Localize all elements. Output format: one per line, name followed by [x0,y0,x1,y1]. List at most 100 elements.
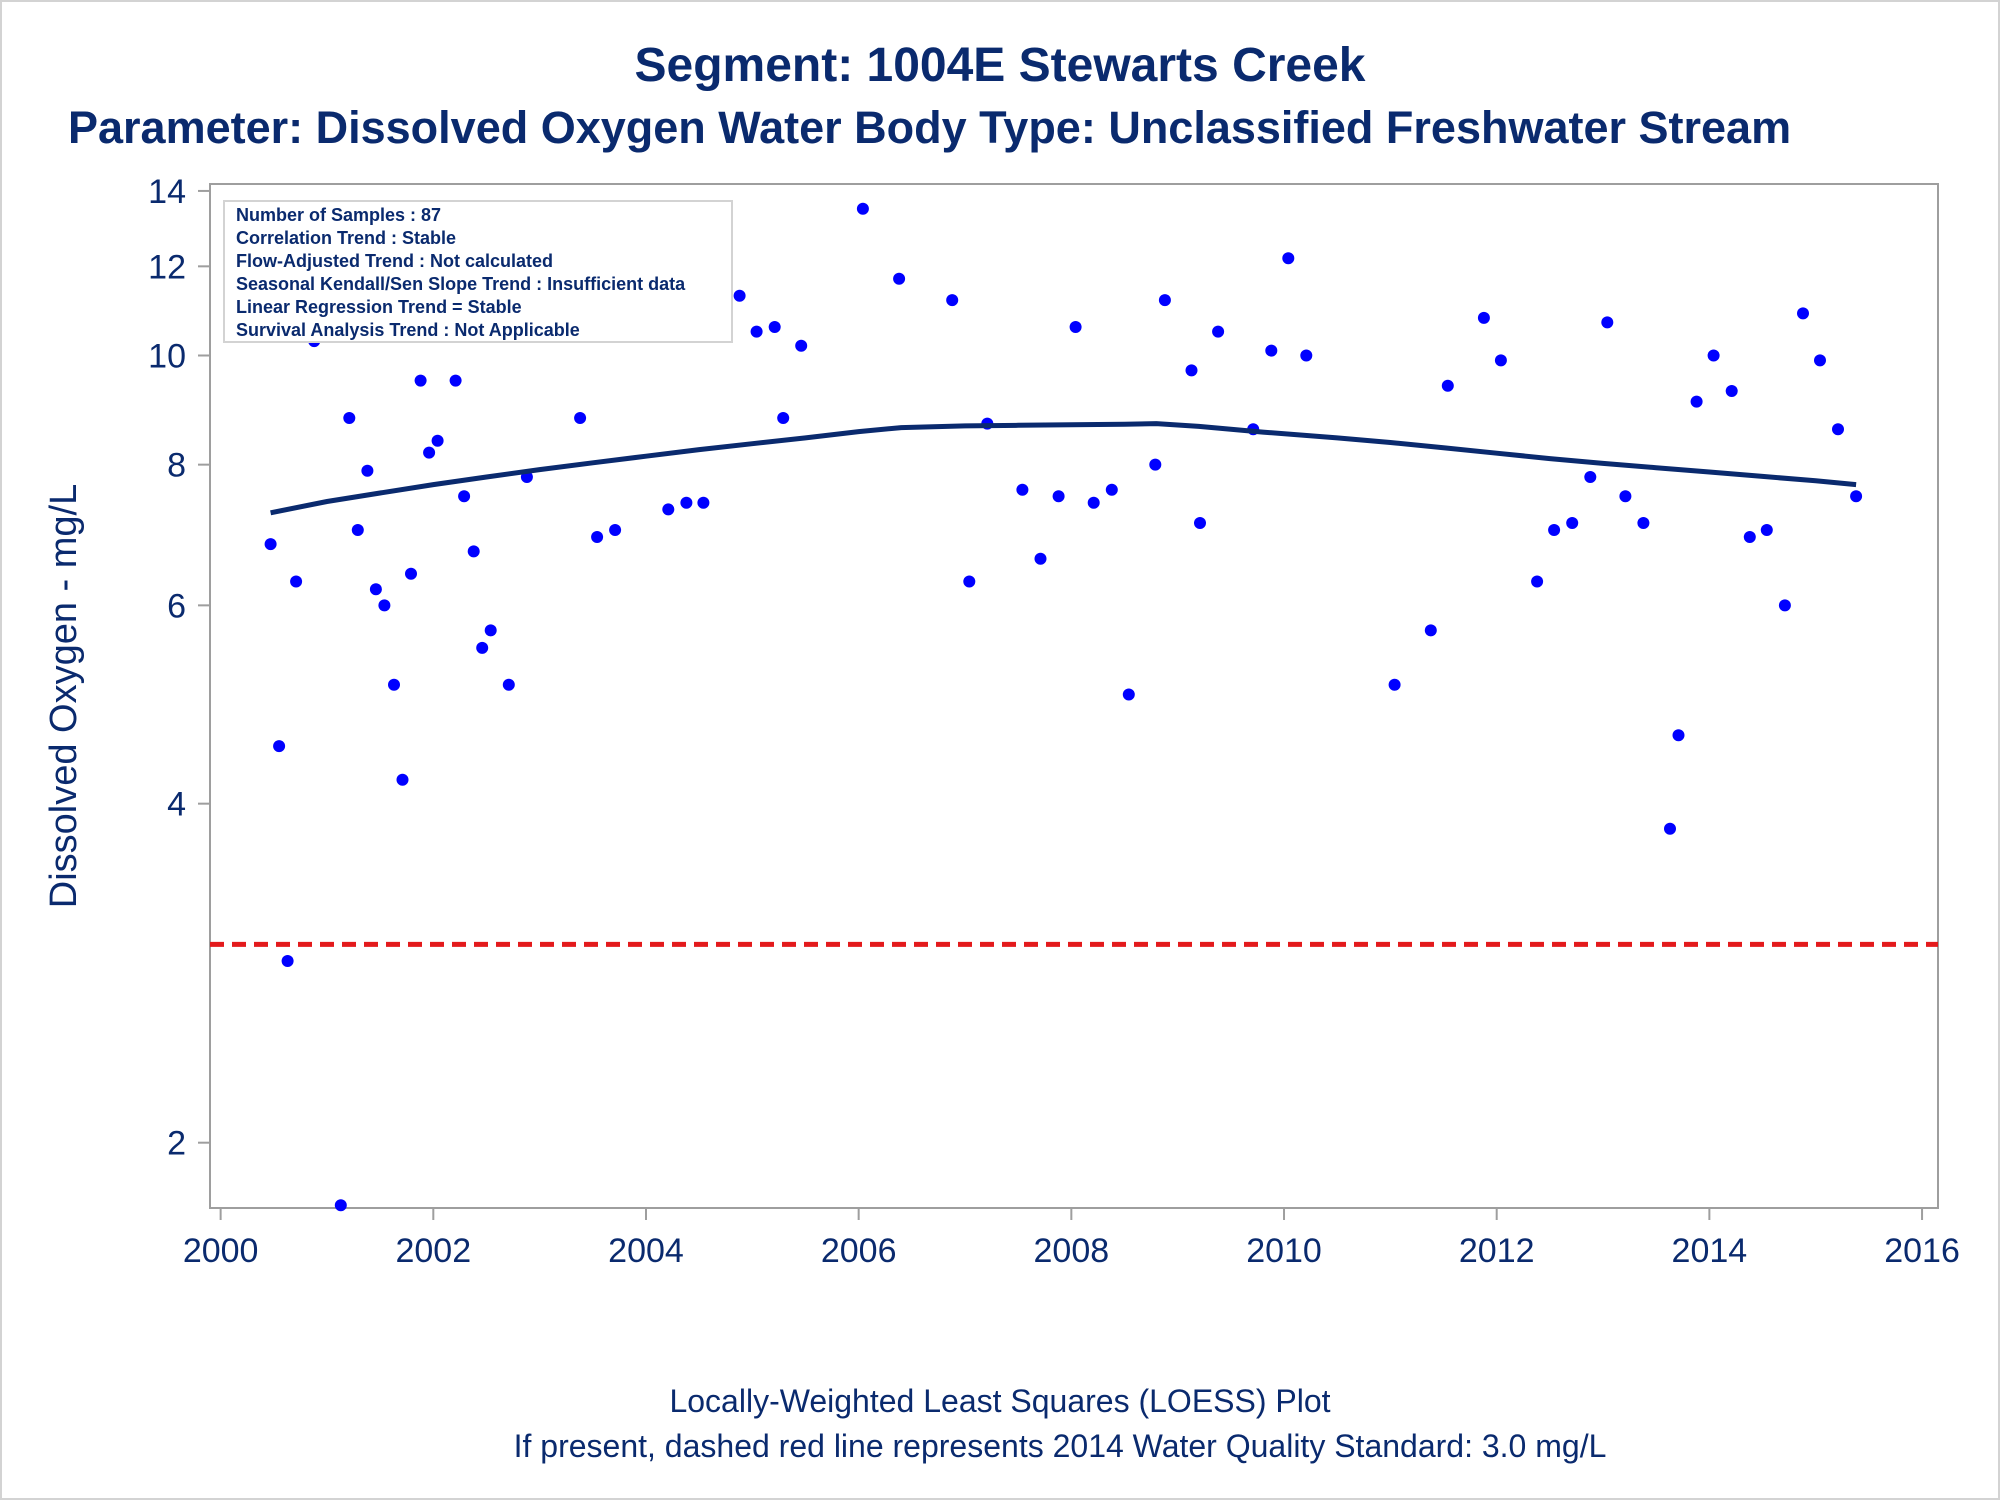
data-point [1016,483,1029,496]
data-point [1743,531,1756,543]
data-point [343,412,356,424]
data-point [414,374,427,387]
data-point [1566,517,1579,529]
y-tick-label: 2 [167,1125,186,1163]
data-point [1087,496,1100,509]
data-point [1637,517,1650,529]
data-point [768,321,781,333]
x-tick-label: 2014 [1672,1232,1748,1270]
data-point [388,678,400,691]
data-point [1194,517,1206,529]
data-point [396,773,409,786]
data-point [458,490,471,503]
data-point [476,641,489,654]
data-point [1531,575,1544,588]
info-flow-adjusted-trend: Flow-Adjusted Trend : Not calculated [236,251,553,271]
data-point [1707,349,1720,362]
data-point [856,202,869,215]
data-point [449,374,462,387]
y-tick-label: 10 [148,338,186,376]
x-tick-label: 2004 [608,1232,684,1270]
data-point [1832,423,1844,436]
info-correlation-trend: Correlation Trend : Stable [236,228,456,248]
data-point [1494,354,1507,367]
data-point [467,545,480,558]
chart-title: Segment: 1004E Stewarts Creek [634,39,1366,92]
info-seasonal-kendall-trend: Seasonal Kendall/Sen Slope Trend : Insuf… [236,274,686,294]
data-point [378,599,391,612]
data-point [484,624,497,637]
y-axis: 2 4 6 8 10 12 14 [148,173,210,1163]
data-point [264,538,277,551]
data-point [777,412,790,424]
chart-subtitle: Parameter: Dissolved Oxygen Water Body T… [68,102,1792,153]
x-tick-label: 2012 [1459,1232,1535,1270]
data-point [1601,316,1614,329]
data-point [1619,490,1632,503]
y-tick-label: 6 [167,587,186,625]
points-layer [264,202,1863,1212]
data-point [1034,552,1047,565]
data-point [1185,364,1198,377]
data-point [733,289,746,302]
data-point [1725,385,1738,397]
data-point [431,434,444,447]
data-point [1797,307,1809,320]
data-point [1548,524,1561,536]
data-point [1672,729,1685,742]
data-point [574,412,587,424]
data-point [1212,325,1225,338]
data-point [361,464,374,477]
data-point [1850,490,1863,503]
data-point [946,294,959,307]
data-point [1069,321,1082,333]
x-tick-label: 2002 [395,1232,471,1270]
data-point [697,496,710,509]
data-point [423,446,436,459]
x-axis: 2000 2002 2004 2006 2008 2010 2012 2014 2016 [183,1208,1960,1270]
data-point [1300,349,1313,362]
data-point [281,955,294,967]
data-point [1122,688,1135,701]
data-point [1760,524,1773,536]
data-point [1158,294,1171,307]
info-linear-regression-trend: Linear Regression Trend = Stable [236,297,522,317]
info-survival-analysis-trend: Survival Analysis Trend : Not Applicable [236,320,580,340]
data-point [369,583,382,596]
footer-note-loess: Locally-Weighted Least Squares (LOESS) P… [669,1383,1331,1419]
y-tick-label: 14 [148,173,186,211]
x-tick-label: 2000 [183,1232,259,1270]
data-point [1584,471,1597,483]
data-point [1052,490,1065,503]
data-point [351,524,364,536]
data-point [963,575,976,588]
data-point [609,524,622,536]
data-point [334,1199,347,1212]
y-axis-title: Dissolved Oxygen - mg/L [43,484,85,909]
data-point [290,575,303,588]
data-point [1690,395,1703,408]
data-point [662,503,675,516]
y-tick-label: 8 [167,447,186,485]
data-point [1282,252,1295,265]
data-point [1477,311,1490,324]
y-tick-label: 4 [167,786,186,824]
data-point [1388,678,1401,691]
data-point [1814,354,1826,367]
data-point [591,531,604,543]
data-point [1265,344,1278,357]
data-point [893,272,906,285]
data-point [1149,458,1162,471]
info-samples: Number of Samples : 87 [236,205,441,225]
data-point [1664,822,1676,835]
footer-note-standard: If present, dashed red line represents 2… [513,1428,1607,1464]
data-point [1441,379,1454,392]
x-tick-label: 2010 [1246,1232,1322,1270]
loess-line [270,421,1857,516]
data-point [680,496,693,509]
y-tick-label: 12 [148,248,186,286]
data-point [795,339,808,352]
x-tick-label: 2016 [1884,1232,1960,1270]
data-point [1105,483,1118,496]
